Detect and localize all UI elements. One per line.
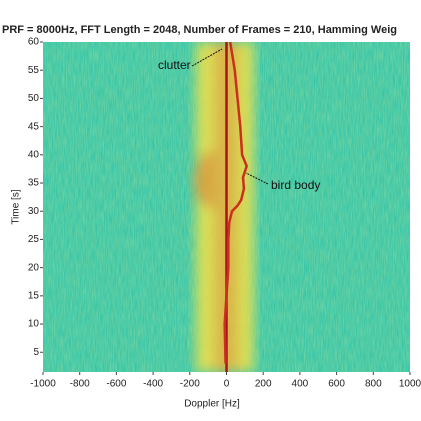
x-tick-label: -400 — [143, 379, 163, 390]
y-tick-label: 55 — [28, 65, 40, 76]
annotation: clutter — [158, 58, 191, 72]
x-tick-label: 0 — [224, 379, 230, 390]
x-tick-label: 400 — [292, 379, 309, 390]
y-tick-label: 25 — [28, 234, 40, 245]
y-tick-label: 10 — [28, 319, 40, 330]
y-axis-label: Time [s] — [11, 189, 22, 224]
y-tick-label: 45 — [28, 121, 40, 132]
x-tick-label: 200 — [255, 379, 272, 390]
x-tick-label: -600 — [106, 379, 126, 390]
y-tick-label: 40 — [28, 149, 40, 160]
chart-title: PRF = 8000Hz, FFT Length = 2048, Number … — [2, 24, 397, 36]
x-axis-label: Doppler [Hz] — [184, 399, 240, 410]
y-tick-label: 35 — [28, 178, 40, 189]
y-tick-label: 30 — [28, 206, 40, 217]
x-tick-label: 1000 — [399, 379, 421, 390]
y-tick-label: 20 — [28, 262, 40, 273]
trace — [223, 41, 249, 364]
annotation: bird body — [271, 178, 320, 192]
x-tick-label: -800 — [70, 379, 90, 390]
y-tick-label: 50 — [28, 93, 40, 104]
x-tick-label: -1000 — [30, 379, 56, 390]
annotation-arrow — [191, 48, 223, 67]
y-tick-label: 15 — [28, 290, 40, 301]
annotation-arrow — [245, 172, 269, 185]
x-tick-label: 800 — [365, 379, 382, 390]
y-tick-label: 60 — [28, 37, 40, 48]
x-tick-label: 600 — [328, 379, 345, 390]
y-tick-label: 5 — [33, 347, 39, 358]
x-tick-label: -200 — [180, 379, 200, 390]
